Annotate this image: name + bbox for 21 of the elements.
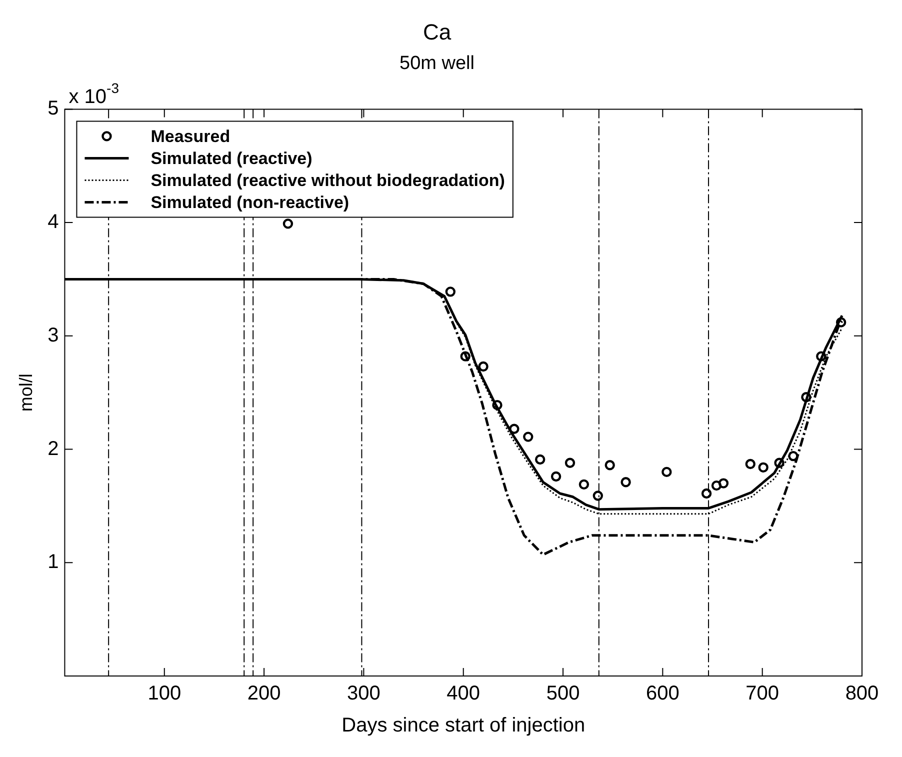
legend-label: Simulated (reactive without biodegradation) <box>150 170 505 190</box>
x-tick-label: 700 <box>746 682 780 705</box>
legend-label: Measured <box>150 126 230 146</box>
x-tick-label: 300 <box>347 682 380 705</box>
x-tick-label: 800 <box>845 682 879 705</box>
y-axis-title: mol/l <box>16 374 36 412</box>
x-axis-title: Days since start of injection <box>342 714 586 737</box>
x-tick-label: 100 <box>148 682 182 705</box>
x-tick-label: 400 <box>446 682 480 705</box>
y-tick-label: 2 <box>48 438 59 460</box>
legend-label: Simulated (non-reactive) <box>150 192 350 212</box>
chart-subtitle: 50m well <box>400 53 474 74</box>
x-tick-label: 200 <box>247 682 281 705</box>
chart-title: Ca <box>422 19 452 44</box>
legend-label: Simulated (reactive) <box>150 148 312 168</box>
y-tick-label: 3 <box>48 324 59 346</box>
x-tick-label: 600 <box>646 682 680 705</box>
x-tick-label: 500 <box>546 682 580 705</box>
y-tick-label: 4 <box>48 211 59 234</box>
y-tick-label: 1 <box>48 551 59 574</box>
y-tick-label: 5 <box>48 98 59 120</box>
